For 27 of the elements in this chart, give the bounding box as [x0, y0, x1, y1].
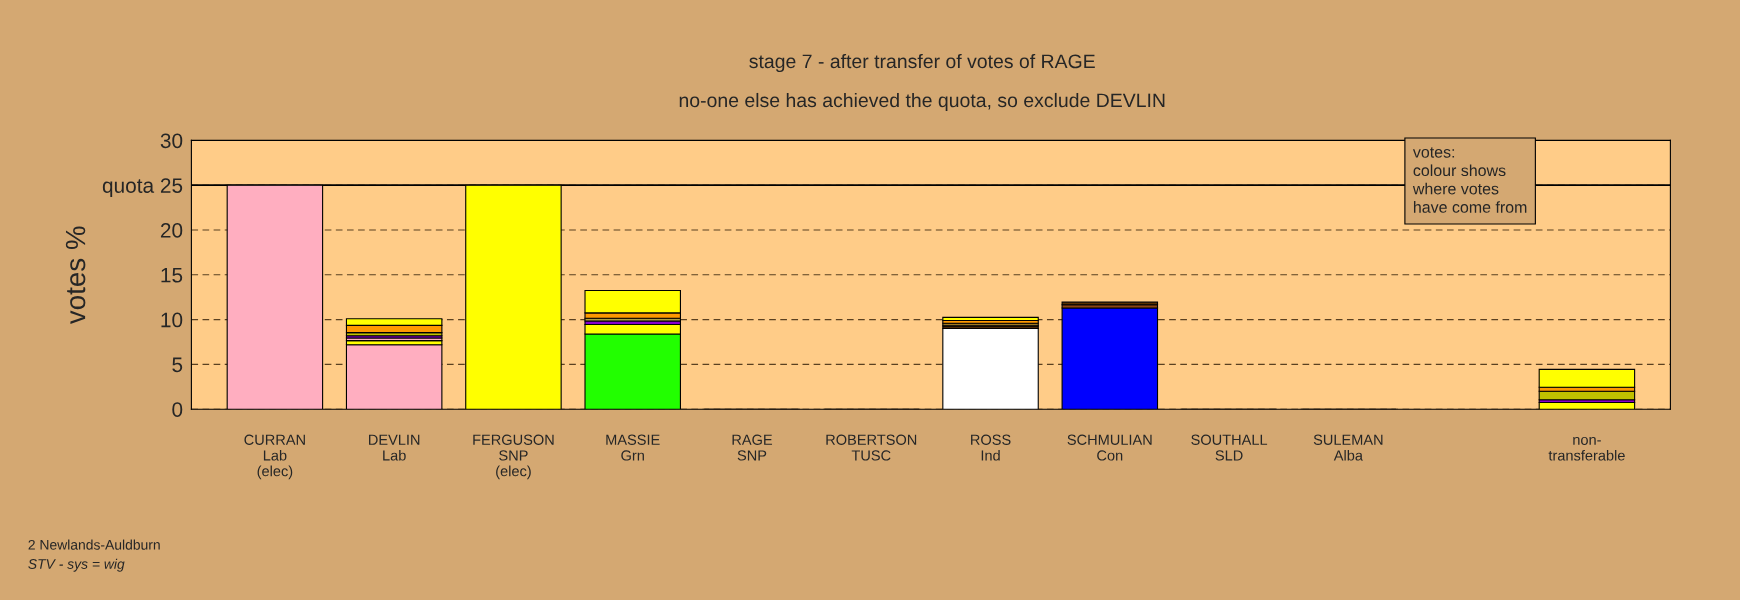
y-tick-label: 20	[160, 223, 183, 238]
x-tick-label: ROSS Ind	[971, 434, 1011, 461]
x-tick-label: SULEMAN Alba	[1313, 434, 1383, 461]
bar	[1061, 307, 1159, 410]
x-tick-label: RAGE SNP	[732, 434, 773, 461]
x-tick-label: SCHMULIAN Con	[1067, 434, 1152, 461]
bar	[1538, 368, 1636, 388]
y-tick-label: 10	[161, 312, 183, 328]
y-axis-title: votes %	[65, 226, 86, 325]
x-tick-label: FERGUSON SNP (elec)	[473, 434, 554, 480]
chart-title: stage 7 - after transfer of votes of RAGE	[749, 53, 1095, 73]
y-tick-label: 5	[172, 357, 183, 373]
x-tick-label: DEVLIN Lab	[369, 434, 420, 461]
text: 2 Newlands-Auldburn	[28, 539, 160, 550]
text: STV - sys = wig	[28, 558, 125, 572]
y-tick-label: 30	[160, 133, 183, 149]
chart-subtitle: no-one else has achieved the quota, so exclude DEVLIN	[679, 92, 1165, 112]
y-tick-label: 0	[172, 402, 183, 417]
y-tick-label: 15	[161, 268, 183, 283]
x-tick-label: ROBERTSON TUSC	[826, 434, 917, 461]
annotation: votes: colour shows where votes have come from	[1412, 147, 1527, 213]
y-tick-label: quota 25	[102, 178, 183, 198]
x-tick-label: SOUTHALL SLD	[1191, 434, 1268, 461]
x-tick-label: CURRAN Lab (elec)	[244, 434, 305, 480]
x-tick-label: non- transferable	[1548, 436, 1625, 461]
bar	[942, 328, 1039, 410]
x-tick-label: MASSIE Grn	[606, 434, 660, 461]
